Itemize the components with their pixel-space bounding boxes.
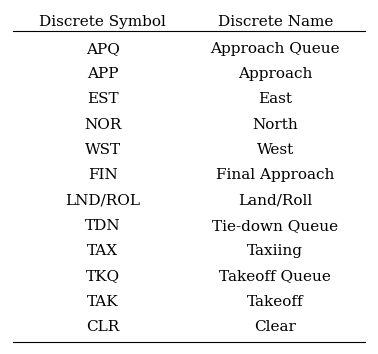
Text: Final Approach: Final Approach <box>216 168 335 182</box>
Text: West: West <box>257 143 294 157</box>
Text: Takeoff: Takeoff <box>247 295 304 309</box>
Text: APP: APP <box>87 67 118 81</box>
Text: Clear: Clear <box>254 320 296 334</box>
Text: TKQ: TKQ <box>86 269 120 283</box>
Text: East: East <box>258 92 292 106</box>
Text: Approach: Approach <box>238 67 313 81</box>
Text: TDN: TDN <box>85 219 121 233</box>
Text: TAX: TAX <box>87 244 118 258</box>
Text: Discrete Symbol: Discrete Symbol <box>39 16 166 29</box>
Text: Approach Queue: Approach Queue <box>211 42 340 56</box>
Text: NOR: NOR <box>84 118 121 132</box>
Text: TAK: TAK <box>87 295 119 309</box>
Text: FIN: FIN <box>88 168 118 182</box>
Text: Tie-down Queue: Tie-down Queue <box>212 219 338 233</box>
Text: EST: EST <box>87 92 119 106</box>
Text: WST: WST <box>85 143 121 157</box>
Text: Discrete Name: Discrete Name <box>218 16 333 29</box>
Text: Takeoff Queue: Takeoff Queue <box>219 269 331 283</box>
Text: Land/Roll: Land/Roll <box>238 194 313 207</box>
Text: Taxiing: Taxiing <box>247 244 303 258</box>
Text: APQ: APQ <box>86 42 119 56</box>
Text: CLR: CLR <box>86 320 119 334</box>
Text: North: North <box>253 118 298 132</box>
Text: LND/ROL: LND/ROL <box>65 194 140 207</box>
